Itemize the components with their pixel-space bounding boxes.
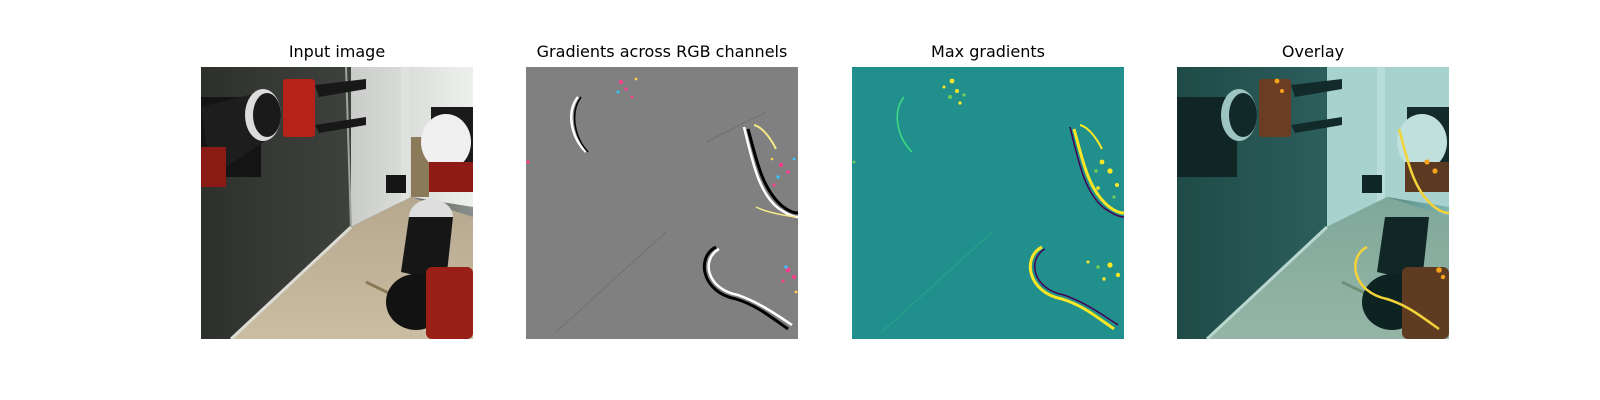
max-gradients-image <box>852 67 1124 339</box>
panel-title: Input image <box>288 42 386 61</box>
panel-title: Max gradients <box>931 42 1045 61</box>
input-image <box>201 67 473 339</box>
overlay-image <box>1177 67 1449 339</box>
rgb-gradients-image <box>526 67 798 339</box>
panel-title: Overlay <box>1281 42 1345 61</box>
panel-title: Gradients across RGB channels <box>536 42 788 61</box>
